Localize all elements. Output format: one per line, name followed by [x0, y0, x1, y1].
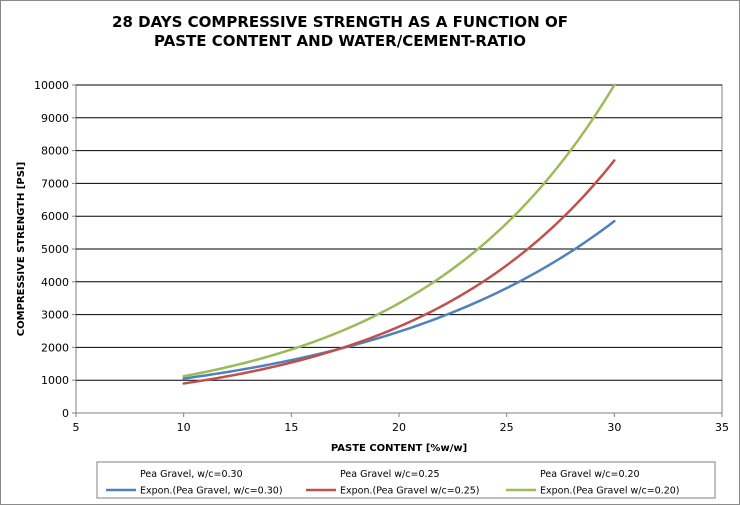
y-axis-ticks: 0 1000 2000 3000 4000 5000 6000 7000 8000 9000 100… [34, 79, 76, 420]
y-tick-label-6000: 6000 [41, 210, 69, 223]
x-axis-title: PASTE CONTENT [%w/w] [331, 443, 467, 454]
y-tick-label-2000: 2000 [41, 341, 69, 354]
y-tick-label-7000: 7000 [41, 177, 69, 190]
y-tick-label-10000: 10000 [34, 79, 69, 92]
legend-entry-points-3: Pea Gravel w/c=0.20 [540, 469, 640, 480]
y-tick-label-8000: 8000 [41, 145, 69, 158]
chart-title-line-1: 28 DAYS COMPRESSIVE STRENGTH AS A FUNCTI… [112, 13, 568, 31]
y-tick-label-3000: 3000 [41, 309, 69, 322]
y-tick-label-1000: 1000 [41, 374, 69, 387]
gridlines [76, 84, 722, 381]
x-tick-label-15: 15 [284, 421, 298, 434]
series-line-3 [182, 83, 616, 378]
legend-entry-trend-1: Expon.(Pea Gravel, w/c=0.30) [140, 486, 283, 497]
x-tick-label-30: 30 [607, 421, 621, 434]
series-curves [182, 83, 616, 385]
chart-title-line-2: PASTE CONTENT AND WATER/CEMENT-RATIO [154, 32, 526, 50]
y-tick-label-5000: 5000 [41, 243, 69, 256]
series-line-2 [182, 159, 616, 385]
series-line-1 [182, 219, 616, 380]
y-axis-title: COMPRESSIVE STRENGTH [PSI] [16, 162, 27, 336]
x-tick-label-10: 10 [177, 421, 191, 434]
legend-entry-points-2: Pea Gravel w/c=0.25 [340, 469, 440, 480]
x-tick-label-25: 25 [500, 421, 514, 434]
legend-entry-trend-2: Expon.(Pea Gravel w/c=0.25) [340, 486, 480, 497]
x-tick-label-5: 5 [73, 421, 80, 434]
legend-entry-points-1: Pea Gravel, w/c=0.30 [140, 469, 243, 480]
y-tick-label-0: 0 [62, 407, 69, 420]
x-tick-label-20: 20 [392, 421, 406, 434]
legend [96, 461, 716, 499]
x-tick-label-35: 35 [715, 421, 729, 434]
legend-entry-trend-3: Expon.(Pea Gravel w/c=0.20) [540, 486, 680, 497]
y-tick-label-4000: 4000 [41, 276, 69, 289]
x-axis-ticks: 5 10 15 20 25 30 35 [73, 413, 729, 434]
legend-items: Pea Gravel, w/c=0.30 Pea Gravel w/c=0.25 P… [106, 469, 680, 497]
y-tick-label-9000: 9000 [41, 112, 69, 125]
